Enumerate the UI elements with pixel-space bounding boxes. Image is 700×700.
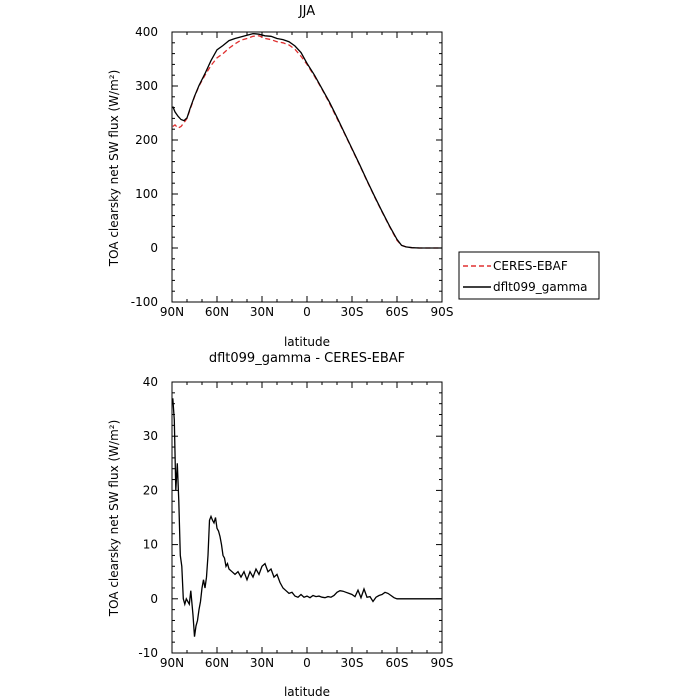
- legend: CERES-EBAF dflt099_gamma: [458, 251, 600, 300]
- bottom-plot-frame: [171, 381, 443, 654]
- bottom-y-tick-label: 40: [143, 375, 158, 389]
- top-chart-title: JJA: [298, 4, 315, 19]
- top-y-axis-label: TOA clearsky net SW flux (W/m²): [107, 70, 121, 268]
- bottom-x-tick-label: 90S: [431, 656, 454, 670]
- top-plot-frame: [171, 31, 443, 303]
- bottom-panel: dflt099_gamma - CERES-EBAF latitude TOA …: [107, 351, 453, 699]
- legend-box: [458, 251, 600, 300]
- top-x-tick-label: 60N: [205, 305, 229, 319]
- top-series-line-ceres-ebaf: [172, 35, 442, 249]
- bottom-y-axis-label: TOA clearsky net SW flux (W/m²): [107, 420, 121, 618]
- top-x-tick-label: 90N: [160, 305, 184, 319]
- bottom-y-tick-label: 10: [143, 538, 158, 552]
- bottom-y-tick-label: -10: [138, 646, 158, 660]
- legend-ceres-label: CERES-EBAF: [493, 259, 568, 273]
- bottom-y-tick-label: 30: [143, 429, 158, 443]
- top-y-tick-label: 300: [135, 79, 158, 93]
- bottom-chart-title: dflt099_gamma - CERES-EBAF: [209, 351, 405, 366]
- bottom-x-tick-label: 30S: [341, 656, 364, 670]
- top-y-tick-label: -100: [131, 295, 158, 309]
- top-y-tick-label: 200: [135, 133, 158, 147]
- bottom-x-tick-label: 60S: [386, 656, 409, 670]
- bottom-x-tick-label: 60N: [205, 656, 229, 670]
- bottom-x-axis-label: latitude: [284, 685, 330, 699]
- top-plot-area: 90N 60N 30N 0 30S 60S 90S -100 0 100 200 300 400: [131, 25, 454, 319]
- bottom-y-tick-label: 20: [143, 483, 158, 497]
- top-x-tick-label: 60S: [386, 305, 409, 319]
- top-y-tick-label: 0: [150, 241, 158, 255]
- top-y-tick-label: 100: [135, 187, 158, 201]
- top-x-tick-label: 0: [303, 305, 311, 319]
- bottom-y-tick-label: 0: [150, 592, 158, 606]
- top-series-line-dflt099-gamma: [172, 32, 442, 249]
- top-x-tick-label: 30N: [250, 305, 274, 319]
- bottom-series-line-difference: [172, 398, 442, 637]
- top-x-tick-label: 90S: [431, 305, 454, 319]
- bottom-x-tick-label: 90N: [160, 656, 184, 670]
- top-x-tick-label: 30S: [341, 305, 364, 319]
- top-y-tick-label: 400: [135, 25, 158, 39]
- legend-model-label: dflt099_gamma: [493, 280, 588, 294]
- bottom-x-tick-label: 0: [303, 656, 311, 670]
- top-panel: JJA latitude TOA clearsky net SW flux (W…: [107, 4, 600, 349]
- top-x-axis-label: latitude: [284, 335, 330, 349]
- bottom-x-tick-label: 30N: [250, 656, 274, 670]
- bottom-plot-area: 90N 60N 30N 0 30S 60S 90S -10 0 10 20 30 40: [138, 375, 453, 670]
